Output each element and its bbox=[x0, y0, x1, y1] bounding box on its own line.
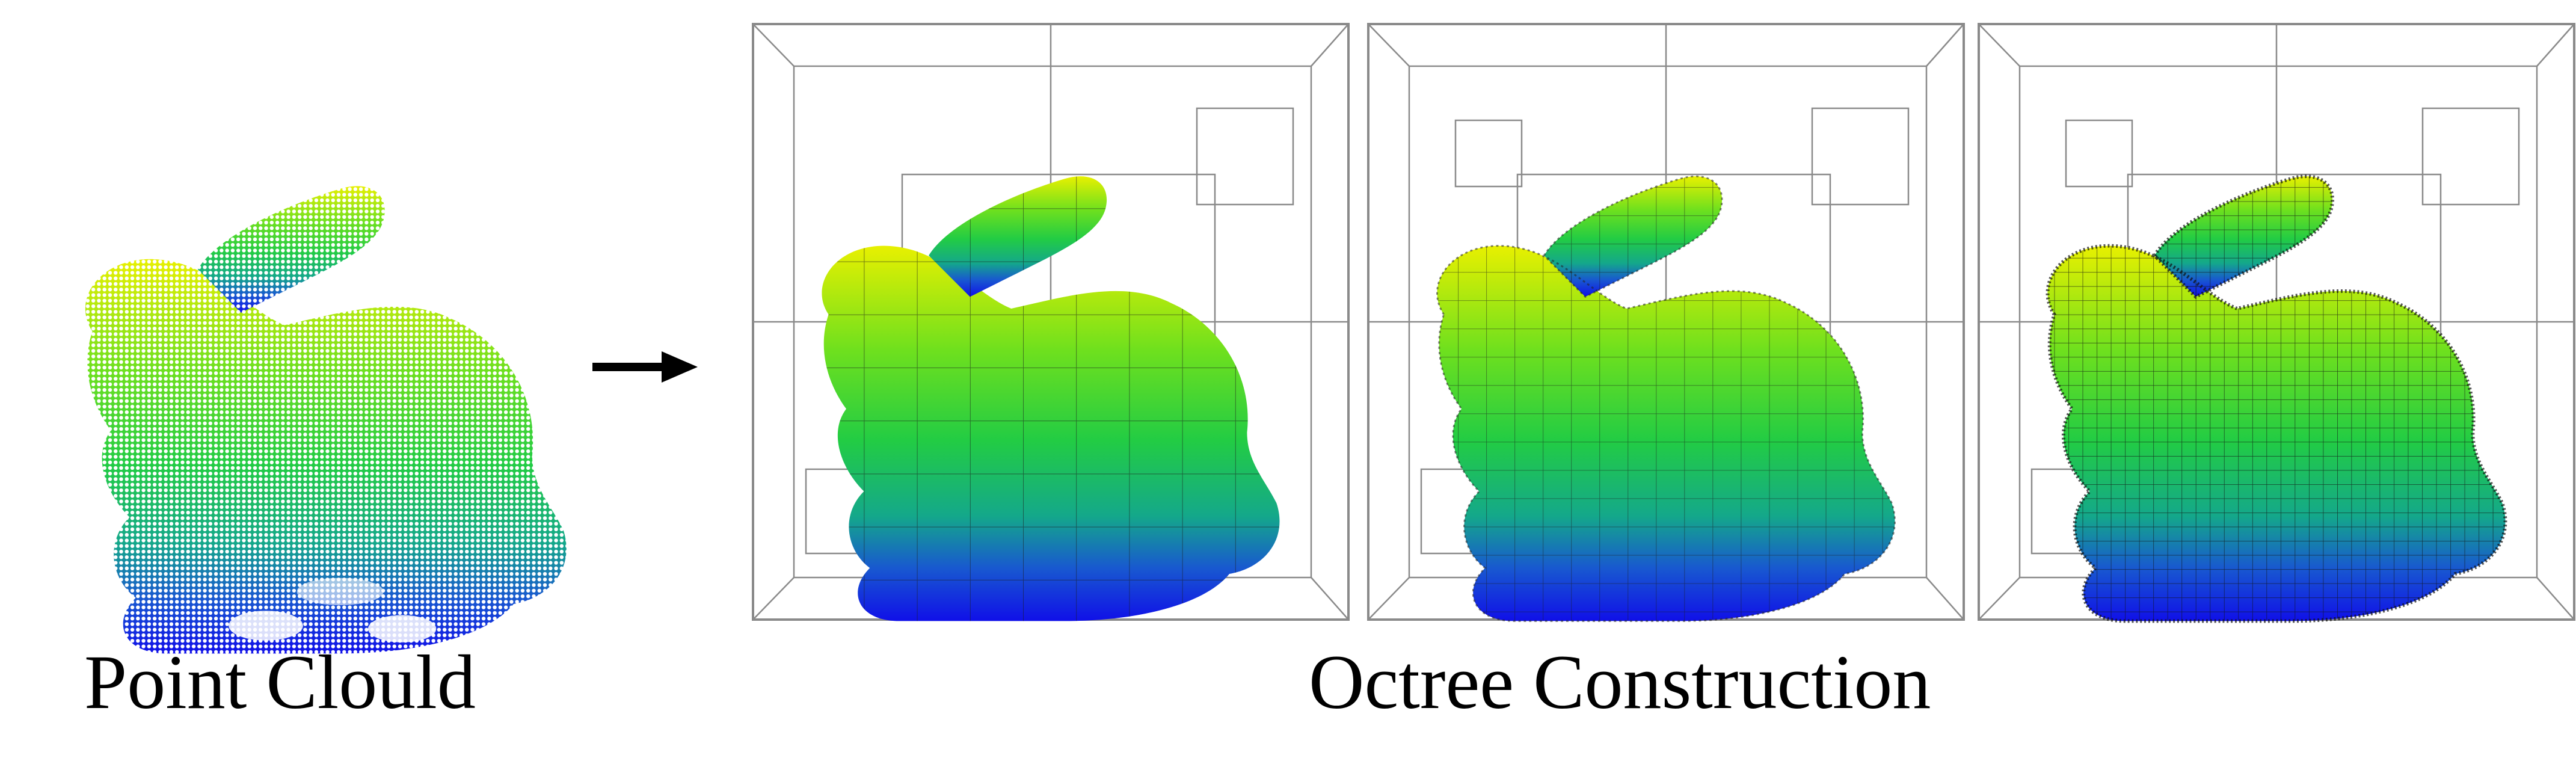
octree-construction-caption: Octree Construction bbox=[1309, 639, 1931, 725]
octree-panel-medium bbox=[1367, 23, 1965, 622]
point-cloud-caption: Point Clould bbox=[84, 639, 476, 725]
right-arrow-icon bbox=[592, 351, 698, 383]
octree-panel-coarse bbox=[752, 23, 1350, 621]
point-cloud-bunny bbox=[85, 186, 567, 654]
octree-panel-fine bbox=[1978, 23, 2575, 621]
